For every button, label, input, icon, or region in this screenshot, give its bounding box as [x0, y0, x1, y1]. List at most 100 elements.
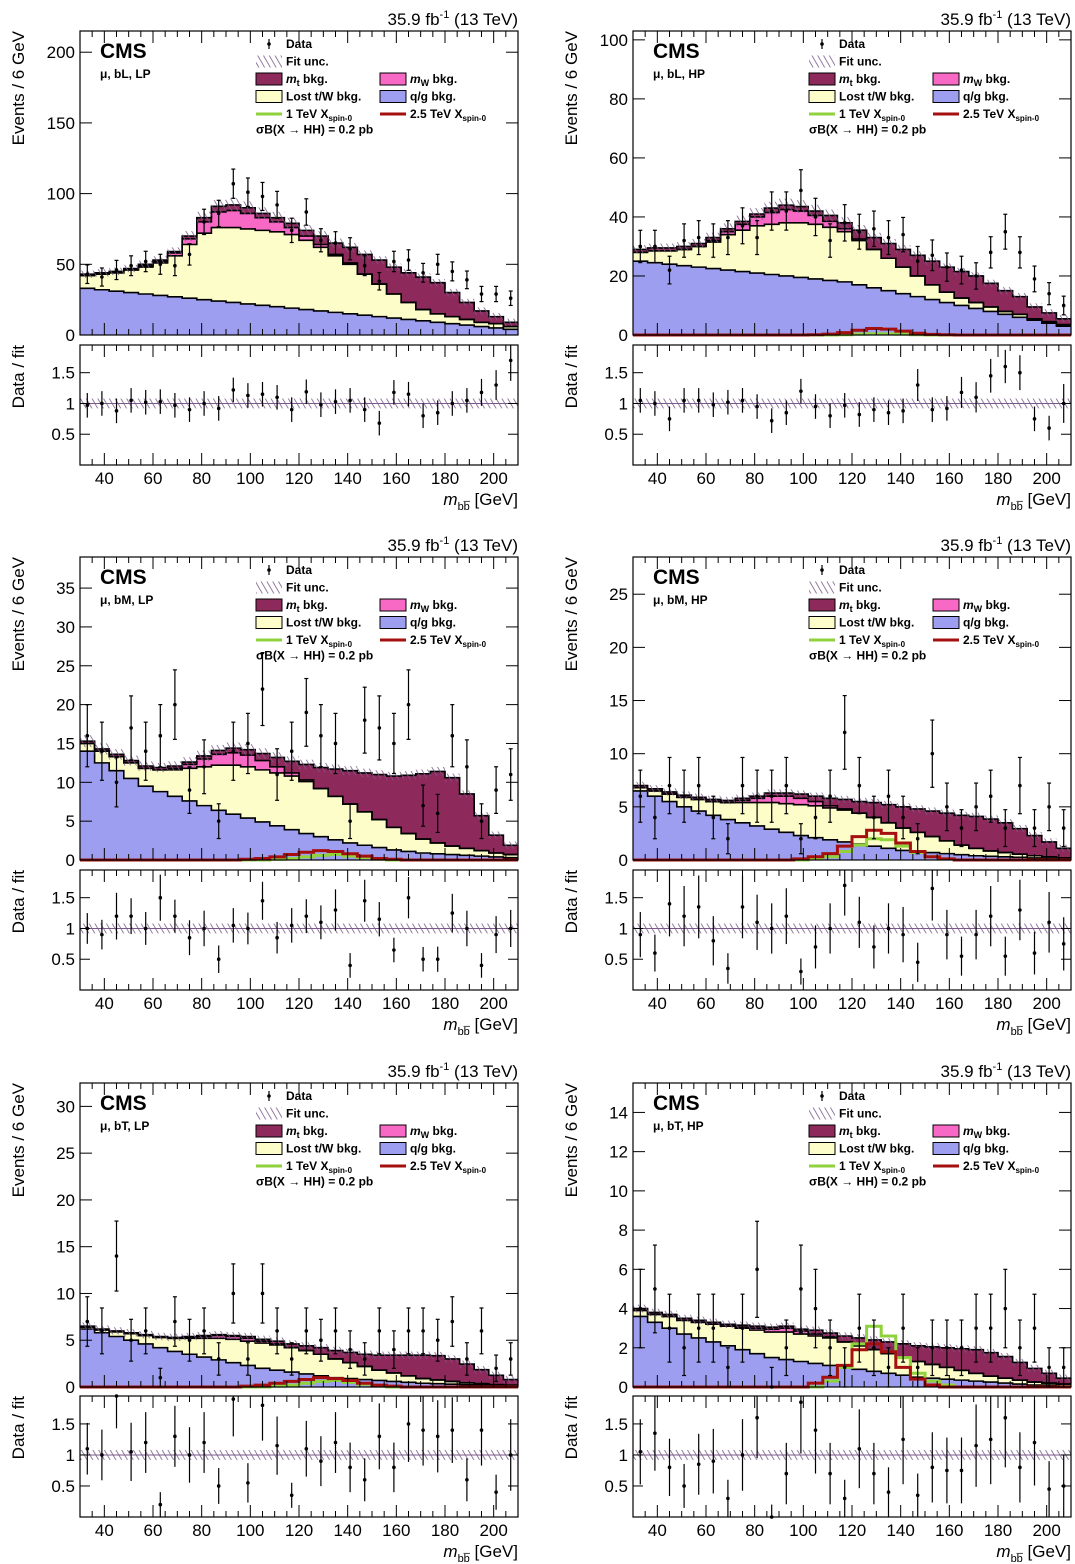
data-point	[479, 292, 484, 296]
bar-lost-bkg	[445, 846, 461, 855]
legend-sig1-text: 1 TeV X	[286, 107, 328, 121]
legend-mt-swatch	[255, 598, 283, 612]
ratio-point	[173, 914, 177, 918]
bar-mt-bkg	[1027, 306, 1043, 319]
x-axis-unit: [GeV]	[470, 1542, 518, 1561]
bar-qg-bkg	[983, 311, 999, 335]
bar-qg-bkg	[328, 312, 344, 335]
data-point	[886, 235, 891, 240]
legend-sig1-text: 1 TeV X	[839, 1159, 881, 1173]
data-point	[450, 733, 455, 738]
ratio-y-axis-label: Data / fit	[9, 345, 28, 409]
bar-qg-bkg	[372, 847, 388, 860]
data-point	[173, 263, 177, 268]
ratio-point	[333, 1440, 338, 1445]
data-point	[726, 836, 730, 841]
bar-mt-bkg	[342, 770, 358, 805]
x-tick-label: 160	[382, 469, 410, 488]
legend-sig2-sub: spin-0	[462, 640, 486, 649]
data-point	[114, 1254, 119, 1258]
ratio-point	[886, 1490, 891, 1494]
data-point	[319, 238, 323, 243]
legend-qg-swatch	[932, 90, 960, 103]
fit-unc-band	[445, 773, 460, 782]
ratio-point	[100, 932, 104, 937]
bar-qg-bkg	[1041, 323, 1057, 335]
bar-lost-bkg	[793, 804, 809, 836]
bar-lost-bkg	[299, 240, 315, 310]
bar-lost-bkg	[488, 323, 504, 328]
bar-qg-bkg	[749, 1353, 765, 1387]
bar-qg-bkg	[503, 329, 519, 335]
data-point	[406, 702, 411, 707]
data-point	[653, 1287, 657, 1291]
data-point	[392, 1347, 396, 1352]
x-tick-label: 200	[1032, 469, 1060, 488]
data-point	[114, 268, 119, 272]
data-point	[945, 805, 949, 809]
bar-qg-bkg	[153, 295, 169, 335]
legend-mw-swatch	[932, 598, 960, 612]
bar-lost-bkg	[895, 267, 911, 294]
legend-sig2-label: 2.5 TeV Xspin-0	[410, 633, 487, 649]
luminosity-label: 35.9 fb-1 (13 TeV)	[388, 1061, 518, 1081]
bar-qg-bkg	[764, 829, 780, 860]
legend-sig1-label: 1 TeV Xspin-0	[286, 107, 353, 123]
bar-qg-bkg	[939, 853, 955, 860]
data-point	[682, 794, 686, 799]
y-tick-label: 10	[56, 1284, 75, 1303]
legend-sig2-label: 2.5 TeV Xspin-0	[410, 107, 487, 123]
ratio-point	[1047, 1487, 1051, 1491]
bar-mt-bkg	[895, 249, 911, 268]
bar-lost-bkg	[691, 246, 707, 268]
bar-mt-bkg	[954, 271, 970, 299]
y-axis-label: Events / 6 GeV	[9, 1082, 28, 1197]
ratio-point	[784, 914, 789, 918]
x-tick-label: 160	[382, 1521, 410, 1540]
fit-unc-band	[211, 744, 226, 756]
legend-mw-suffix: bkg.	[429, 72, 457, 86]
ratio-point	[392, 390, 396, 395]
ratio-point	[682, 1484, 686, 1488]
data-point	[158, 1375, 163, 1380]
bar-qg-bkg	[998, 856, 1014, 860]
legend-fit-unc-swatch	[256, 1107, 282, 1120]
bar-mt-bkg	[459, 793, 475, 849]
ratio-y-tick-label: 1	[66, 919, 75, 938]
ratio-point	[231, 923, 236, 928]
bar-qg-bkg	[167, 1351, 183, 1387]
data-point	[158, 733, 163, 738]
legend-mt-var: m	[839, 72, 850, 86]
data-point	[828, 794, 832, 799]
y-tick-label: 0	[66, 851, 75, 870]
ratio-point	[740, 905, 745, 909]
bar-qg-bkg	[153, 1347, 169, 1387]
bar-qg-bkg	[647, 1322, 663, 1387]
x-tick-label: 120	[838, 469, 866, 488]
y-tick-label: 20	[609, 267, 628, 286]
ratio-point	[711, 938, 716, 943]
ratio-y-tick-label: 0.5	[51, 1477, 75, 1496]
ratio-point	[945, 406, 949, 411]
fit-unc-band	[925, 807, 940, 815]
ratio-point	[435, 410, 440, 415]
legend-sig2-text: 2.5 TeV X	[410, 1159, 462, 1173]
ratio-point	[901, 932, 905, 937]
x-axis-label: mbb̅ [GeV]	[996, 1015, 1071, 1038]
ratio-point	[231, 1397, 236, 1401]
stack-qg-bkg	[633, 790, 1072, 860]
bar-mt-bkg	[401, 272, 417, 303]
ratio-point	[275, 1443, 279, 1448]
bar-lost-bkg	[793, 1334, 809, 1362]
legend-mw-var: m	[410, 598, 421, 612]
bar-lost-bkg	[284, 776, 300, 830]
bar-lost-bkg	[881, 258, 897, 291]
stack-lost-bkg	[80, 227, 519, 330]
ratio-point	[667, 902, 672, 906]
data-point	[304, 210, 309, 214]
ratio-point	[377, 917, 382, 922]
ratio-point	[304, 389, 309, 394]
ratio-y-tick-label: 0.5	[51, 950, 75, 969]
x-tick-label: 140	[886, 1521, 914, 1540]
y-tick-label: 80	[609, 90, 628, 109]
